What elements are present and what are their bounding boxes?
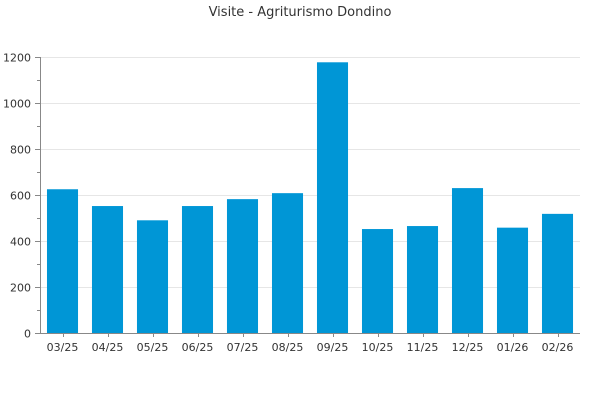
bar-01-26 bbox=[496, 227, 529, 333]
y-tick-label: 200 bbox=[10, 282, 31, 295]
x-tick-label: 06/25 bbox=[182, 341, 214, 354]
x-tick-label: 12/25 bbox=[452, 341, 484, 354]
bar-05-25 bbox=[136, 220, 169, 333]
bar-02-26 bbox=[541, 213, 574, 333]
bar-series bbox=[46, 62, 574, 333]
y-tick-label: 1200 bbox=[3, 52, 31, 65]
y-axis-ticks: 0 200 400 600 800 1000 1200 bbox=[3, 52, 31, 341]
x-tick-label: 01/26 bbox=[497, 341, 529, 354]
bar-03-25 bbox=[46, 189, 79, 333]
x-tick-label: 02/26 bbox=[542, 341, 574, 354]
x-tick-label: 10/25 bbox=[362, 341, 394, 354]
x-tick-label: 03/25 bbox=[47, 341, 79, 354]
y-tick-label: 600 bbox=[10, 190, 31, 203]
x-tick-label: 11/25 bbox=[407, 341, 439, 354]
x-tick-label: 08/25 bbox=[272, 341, 304, 354]
grid-lines bbox=[40, 57, 580, 288]
axes bbox=[35, 57, 580, 337]
bar-07-25 bbox=[226, 199, 259, 333]
x-tick-label: 09/25 bbox=[317, 341, 349, 354]
x-axis-ticks: 03/25 04/25 05/25 06/25 07/25 08/25 09/25 10/25… bbox=[47, 341, 574, 354]
bar-04-25 bbox=[91, 206, 124, 333]
y-tick-label: 1000 bbox=[3, 98, 31, 111]
chart-title: Visite - Agriturismo Dondino bbox=[209, 5, 392, 20]
x-tick-label: 07/25 bbox=[227, 341, 259, 354]
y-tick-label: 0 bbox=[24, 328, 31, 341]
bar-09-25 bbox=[316, 62, 349, 333]
bar-08-25 bbox=[271, 193, 304, 333]
x-tick-label: 04/25 bbox=[92, 341, 124, 354]
bar-12-25 bbox=[451, 188, 484, 333]
bar-10-25 bbox=[361, 229, 394, 333]
x-tick-label: 05/25 bbox=[137, 341, 169, 354]
bar-06-25 bbox=[181, 206, 214, 333]
bar-11-25 bbox=[406, 226, 439, 333]
y-tick-label: 400 bbox=[10, 236, 31, 249]
y-tick-label: 800 bbox=[10, 144, 31, 157]
